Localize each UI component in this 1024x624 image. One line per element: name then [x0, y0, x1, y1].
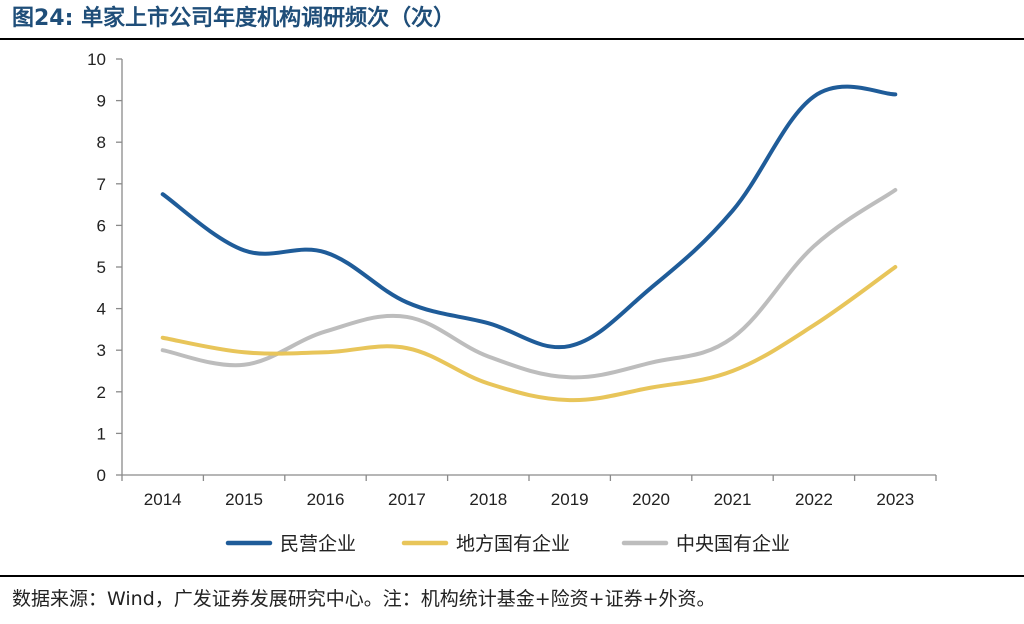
x-tick-label: 2023: [876, 490, 914, 509]
x-tick-label: 2019: [551, 490, 589, 509]
x-tick-label: 2022: [795, 490, 833, 509]
series-line-2: [160, 265, 898, 403]
x-axis-labels: 2014 2015 2016 2017 2018 2019 2020 2021 2022 2023: [144, 490, 914, 509]
x-tick-label: 2020: [632, 490, 670, 509]
x-tick-label: 2014: [144, 490, 182, 509]
y-tick-label: 3: [97, 341, 106, 360]
y-tick-label: 1: [97, 424, 106, 443]
x-tick-label: 2018: [469, 490, 507, 509]
source-note: 数据来源：Wind，广发证券发展研究中心。注：机构统计基金+险资+证券+外资。: [12, 588, 716, 610]
y-tick-label: 2: [97, 383, 106, 402]
bottom-divider: [0, 575, 1024, 577]
y-tick-label: 10: [87, 50, 106, 69]
y-tick-label: 9: [97, 92, 106, 111]
chart-series: [160, 84, 898, 403]
x-tick-label: 2015: [225, 490, 263, 509]
series-line-1: [160, 84, 898, 350]
chart-legend: 民营企业 地方国有企业 中央国有企业: [225, 533, 790, 555]
series-line-3: [160, 188, 898, 380]
x-tick-label: 2017: [388, 490, 426, 509]
y-tick-label: 0: [97, 466, 106, 485]
y-tick-label: 8: [97, 133, 106, 152]
y-tick-label: 5: [97, 258, 106, 277]
x-tick-label: 2016: [307, 490, 345, 509]
x-tick-label: 2021: [714, 490, 752, 509]
y-axis-labels: 0 1 2 3 4 5 6 7 8 9 10: [87, 50, 106, 485]
legend-label-2: 地方国有企业: [456, 533, 570, 555]
y-tick-label: 6: [97, 216, 106, 235]
y-tick-label: 7: [97, 175, 106, 194]
line-chart: 2014 2015 2016 2017 2018 2019 2020 2021 2022 2023…: [87, 50, 937, 555]
legend-label-3: 中央国有企业: [676, 533, 790, 555]
legend-label-1: 民营企业: [280, 533, 356, 555]
chart-axes: [116, 58, 937, 481]
figure-title: 图24: 单家上市公司年度机构调研频次（次）: [12, 6, 456, 31]
top-divider: [0, 38, 1024, 40]
y-tick-label: 4: [97, 300, 106, 319]
